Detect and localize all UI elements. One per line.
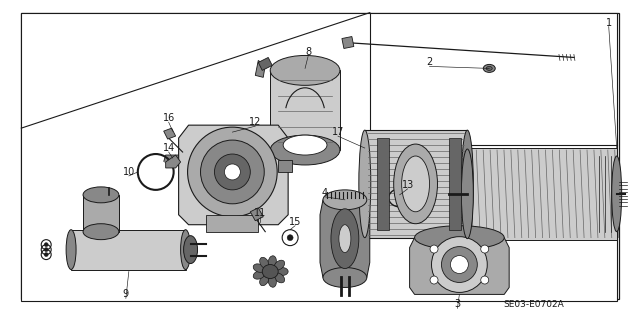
Ellipse shape: [287, 235, 293, 241]
Polygon shape: [365, 130, 467, 238]
Text: SE03-E0702A: SE03-E0702A: [503, 300, 564, 309]
Ellipse shape: [270, 56, 340, 85]
Ellipse shape: [486, 66, 492, 70]
Polygon shape: [467, 148, 617, 240]
Polygon shape: [377, 138, 388, 230]
Ellipse shape: [66, 230, 76, 270]
Ellipse shape: [323, 268, 367, 287]
Ellipse shape: [262, 264, 278, 278]
Ellipse shape: [430, 276, 438, 284]
Polygon shape: [270, 70, 340, 150]
Text: 17: 17: [332, 127, 344, 137]
Ellipse shape: [394, 144, 438, 224]
Ellipse shape: [430, 245, 438, 253]
Ellipse shape: [188, 127, 277, 217]
Ellipse shape: [44, 248, 48, 252]
Polygon shape: [342, 37, 354, 48]
Ellipse shape: [481, 276, 489, 284]
Text: 15: 15: [289, 217, 301, 227]
Ellipse shape: [323, 190, 367, 210]
Ellipse shape: [402, 156, 429, 212]
Text: 13: 13: [401, 180, 413, 190]
Text: 12: 12: [249, 117, 262, 127]
Ellipse shape: [612, 156, 621, 232]
Ellipse shape: [331, 209, 359, 269]
Ellipse shape: [274, 260, 285, 270]
Polygon shape: [410, 238, 509, 294]
Text: 14: 14: [163, 143, 175, 153]
Ellipse shape: [214, 154, 250, 190]
Ellipse shape: [461, 149, 474, 239]
Ellipse shape: [143, 159, 169, 185]
Ellipse shape: [461, 130, 474, 238]
Ellipse shape: [44, 253, 48, 256]
Text: 1: 1: [605, 18, 612, 28]
Polygon shape: [250, 208, 263, 221]
Ellipse shape: [225, 164, 241, 180]
Polygon shape: [278, 160, 292, 172]
Ellipse shape: [268, 275, 276, 287]
Ellipse shape: [451, 256, 468, 273]
Polygon shape: [205, 215, 259, 232]
Text: 4: 4: [322, 188, 328, 198]
Text: 3: 3: [454, 299, 460, 309]
Text: 9: 9: [123, 289, 129, 300]
Ellipse shape: [431, 237, 487, 293]
Polygon shape: [164, 128, 175, 139]
Ellipse shape: [283, 135, 327, 155]
Ellipse shape: [180, 230, 191, 270]
Ellipse shape: [415, 226, 504, 249]
Ellipse shape: [44, 243, 48, 247]
Ellipse shape: [83, 187, 119, 203]
Text: 11: 11: [254, 208, 266, 218]
Polygon shape: [449, 138, 461, 230]
Text: 2: 2: [426, 57, 433, 67]
Text: 8: 8: [305, 48, 311, 57]
Polygon shape: [71, 230, 186, 270]
Ellipse shape: [268, 256, 276, 268]
Ellipse shape: [253, 264, 265, 272]
Polygon shape: [166, 155, 180, 168]
Polygon shape: [255, 60, 265, 78]
Ellipse shape: [270, 135, 340, 165]
Polygon shape: [179, 125, 288, 225]
Ellipse shape: [442, 247, 477, 282]
FancyBboxPatch shape: [21, 13, 617, 301]
Ellipse shape: [83, 224, 119, 240]
Text: 10: 10: [123, 167, 135, 177]
Ellipse shape: [274, 273, 285, 283]
FancyBboxPatch shape: [21, 13, 619, 300]
Ellipse shape: [260, 275, 269, 286]
Ellipse shape: [184, 236, 198, 263]
Polygon shape: [163, 155, 179, 165]
Polygon shape: [320, 200, 370, 278]
Ellipse shape: [276, 268, 288, 276]
Polygon shape: [83, 195, 119, 232]
Ellipse shape: [339, 225, 351, 253]
Ellipse shape: [481, 245, 489, 253]
Ellipse shape: [359, 130, 371, 238]
Ellipse shape: [483, 64, 495, 72]
Ellipse shape: [200, 140, 264, 204]
Polygon shape: [259, 57, 272, 70]
Ellipse shape: [260, 257, 269, 268]
Ellipse shape: [253, 271, 265, 279]
Text: 16: 16: [163, 113, 175, 123]
